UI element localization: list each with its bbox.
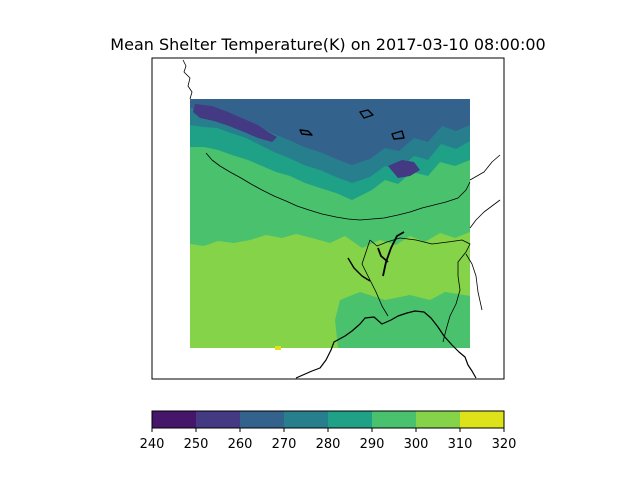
- colorbar-bin-0: [152, 411, 196, 428]
- colorbar-bin-4: [328, 411, 372, 428]
- colorbar-tick-label-5: 290: [360, 437, 385, 452]
- colorbar-bins: [152, 411, 504, 428]
- lake-1: [359, 109, 374, 119]
- region-high-peaks-east: [388, 160, 420, 178]
- border-northeast: [465, 154, 501, 311]
- map-title: Mean Shelter Temperature(K) on 2017-03-1…: [110, 35, 545, 54]
- lake-3: [391, 130, 405, 140]
- map-panel: [151, 57, 505, 380]
- coastline: [295, 310, 477, 379]
- country-border-south: [361, 239, 389, 317]
- country-border-east: [369, 237, 471, 343]
- colorbar-bin-3: [284, 411, 328, 428]
- mountain-border: [205, 152, 471, 221]
- colorbar-tick-label-8: 320: [492, 437, 517, 452]
- lake-4: [275, 346, 281, 350]
- border-northwest: [182, 59, 193, 100]
- temperature-field: [190, 99, 470, 348]
- colorbar: 240 250 260 270 280 290 300 310 320: [140, 410, 517, 452]
- colorbar-tick-label-4: 280: [316, 437, 341, 452]
- colorbar-bin-2: [240, 411, 284, 428]
- colorbar-bin-6: [416, 411, 460, 428]
- river-estuary: [377, 231, 405, 277]
- colorbar-tick-label-2: 260: [228, 437, 253, 452]
- lake-2: [299, 129, 313, 136]
- region-lower-east-band: [335, 292, 470, 348]
- colorbar-bin-5: [372, 411, 416, 428]
- region-high-peaks: [193, 104, 277, 142]
- colorbar-tick-label-3: 270: [272, 437, 297, 452]
- map-lines: [182, 59, 501, 379]
- colorbar-tick-label-1: 250: [184, 437, 209, 452]
- colorbar-tick-label-7: 310: [448, 437, 473, 452]
- river-west: [347, 257, 371, 282]
- colorbar-bin-1: [196, 411, 240, 428]
- colorbar-tick-label-0: 240: [140, 437, 165, 452]
- region-plateau: [190, 99, 470, 165]
- colorbar-bin-7: [460, 411, 504, 428]
- map-frame: [151, 57, 505, 380]
- colorbar-tick-label-6: 300: [404, 437, 429, 452]
- colorbar-ticks: 240 250 260 270 280 290 300 310 320: [140, 428, 517, 452]
